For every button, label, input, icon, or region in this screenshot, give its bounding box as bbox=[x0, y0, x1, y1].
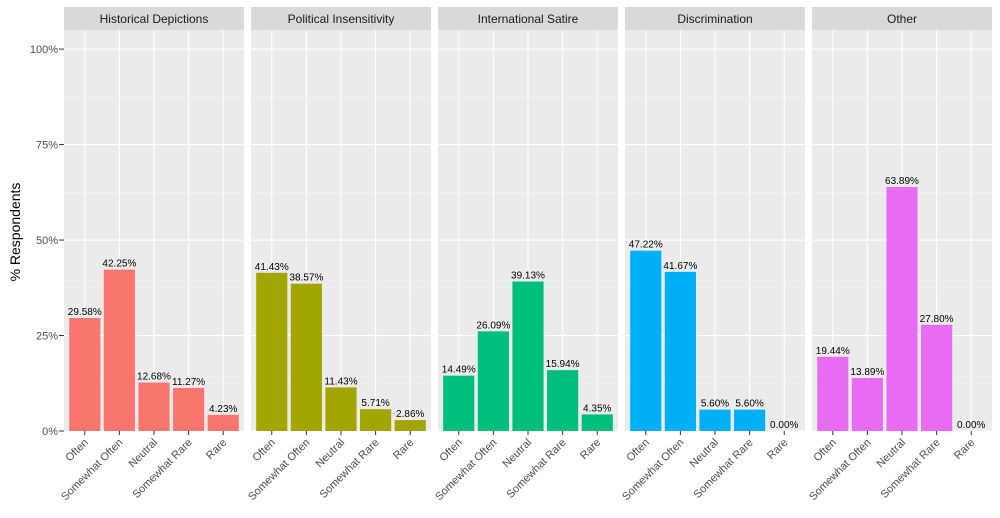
x-tick-label: Rare bbox=[391, 437, 416, 462]
x-tick-label: Often bbox=[624, 437, 652, 465]
x-tick-label: Neutral bbox=[501, 437, 535, 471]
x-tick-label: Somewhat Rare bbox=[504, 437, 568, 501]
bar-value-label: 13.89% bbox=[850, 367, 884, 378]
y-tick-label: 0% bbox=[42, 426, 58, 438]
bar-value-label: 0.00% bbox=[957, 420, 985, 431]
bar bbox=[443, 375, 475, 431]
bar-value-label: 2.86% bbox=[396, 409, 424, 420]
x-tick-label: Neutral bbox=[688, 437, 722, 471]
y-axis: 0% 25% 50% 75% 100% bbox=[30, 44, 64, 438]
x-tick-label: Somewhat Rare bbox=[130, 437, 194, 501]
facet-strip bbox=[251, 7, 431, 30]
bar-value-label: 41.43% bbox=[255, 262, 289, 273]
facet-strip bbox=[625, 7, 805, 30]
bar bbox=[360, 409, 392, 431]
facet-title: Political Insensitivity bbox=[288, 12, 395, 26]
y-tick-label: 75% bbox=[36, 140, 58, 152]
facet-title: International Satire bbox=[478, 12, 579, 26]
y-tick-label: 100% bbox=[30, 44, 58, 56]
bar-value-label: 63.89% bbox=[885, 176, 919, 187]
bar bbox=[886, 187, 918, 431]
y-tick-label: 25% bbox=[36, 331, 58, 343]
bar bbox=[290, 283, 322, 431]
bar bbox=[699, 409, 731, 431]
bar-value-label: 11.43% bbox=[324, 376, 357, 387]
facet-strip bbox=[438, 7, 618, 30]
facet-panel: Other19.44%13.89%63.89%27.80%0.00%OftenS… bbox=[807, 7, 992, 503]
x-tick-label: Often bbox=[437, 437, 465, 465]
bar-value-label: 5.60% bbox=[701, 399, 729, 410]
bar bbox=[512, 281, 544, 431]
bar bbox=[734, 409, 766, 431]
x-tick-label: Often bbox=[63, 437, 91, 465]
bar bbox=[630, 250, 662, 431]
facet-strip bbox=[812, 7, 992, 30]
bar-value-label: 29.58% bbox=[68, 307, 102, 318]
x-tick-label: Somewhat Rare bbox=[691, 437, 755, 501]
bar bbox=[547, 370, 579, 431]
bar bbox=[477, 331, 509, 431]
bar bbox=[325, 387, 357, 431]
x-tick-label: Somewhat Rare bbox=[878, 437, 942, 501]
x-tick-label: Neutral bbox=[314, 437, 348, 471]
x-tick-label: Somewhat Often bbox=[246, 437, 312, 503]
facet-strip bbox=[64, 7, 244, 30]
facet-title: Historical Depictions bbox=[100, 12, 209, 26]
x-tick-label: Somewhat Often bbox=[620, 437, 686, 503]
facet-title: Discrimination bbox=[677, 12, 752, 26]
facet-panel: Historical Depictions 29.58% 42.25% 12.68% 1… bbox=[59, 7, 244, 503]
facet-title: Other bbox=[887, 12, 917, 26]
bar bbox=[256, 272, 288, 431]
x-tick-label: Rare bbox=[578, 437, 603, 462]
bar bbox=[138, 382, 170, 431]
bar bbox=[851, 377, 883, 431]
bar-value-label: 4.23% bbox=[209, 404, 237, 415]
bar-value-label: 38.57% bbox=[289, 273, 323, 284]
facet-panel: Discrimination 47.22%41.67% 5.60% 5.60% 0.00… bbox=[620, 7, 805, 503]
bar bbox=[921, 324, 953, 431]
bar-value-label: 14.49% bbox=[442, 365, 476, 376]
bar-value-label: 39.13% bbox=[511, 271, 545, 282]
x-tick-label: Neutral bbox=[127, 437, 161, 471]
bar bbox=[581, 414, 613, 431]
bar bbox=[207, 414, 239, 431]
x-tick-label: Somewhat Often bbox=[807, 437, 873, 503]
x-tick-label: Somewhat Rare bbox=[317, 437, 381, 501]
bar-value-label: 12.68% bbox=[137, 372, 171, 383]
bar-value-label: 26.09% bbox=[476, 320, 510, 331]
bar-value-label: 0.00% bbox=[770, 420, 798, 431]
bar-value-label: 15.94% bbox=[546, 359, 580, 370]
x-tick-label: Rare bbox=[952, 437, 977, 462]
bar bbox=[173, 387, 205, 431]
x-tick-label: Rare bbox=[204, 437, 229, 462]
bar bbox=[664, 271, 696, 431]
facet-panel: Political Insensitivity 41.43%38.57% 11.43… bbox=[246, 7, 431, 503]
bar-value-label: 5.60% bbox=[735, 399, 763, 410]
bar bbox=[817, 356, 849, 431]
bar bbox=[103, 269, 135, 431]
x-tick-label: Somewhat Often bbox=[433, 437, 499, 503]
facet-panel: International Satire 14.49% 26.09% 39.13% 15… bbox=[433, 7, 618, 503]
x-tick-label: Often bbox=[811, 437, 839, 465]
bar-value-label: 27.80% bbox=[920, 314, 954, 325]
y-tick-label: 50% bbox=[36, 235, 58, 247]
bar bbox=[69, 318, 101, 431]
x-tick-label: Somewhat Often bbox=[59, 437, 125, 503]
bar bbox=[394, 420, 426, 431]
x-tick-label: Often bbox=[250, 437, 278, 465]
y-axis-label: % Respondents bbox=[7, 183, 23, 282]
bar-value-label: 11.27% bbox=[172, 377, 205, 388]
x-tick-label: Neutral bbox=[875, 437, 909, 471]
x-tick-label: Rare bbox=[765, 437, 790, 462]
bar-value-label: 41.67% bbox=[663, 261, 697, 272]
bar-value-label: 19.44% bbox=[816, 346, 850, 357]
bar-value-label: 42.25% bbox=[102, 259, 136, 270]
bar-value-label: 4.35% bbox=[583, 403, 611, 414]
bar-value-label: 47.22% bbox=[629, 240, 663, 251]
bar-value-label: 5.71% bbox=[361, 398, 389, 409]
